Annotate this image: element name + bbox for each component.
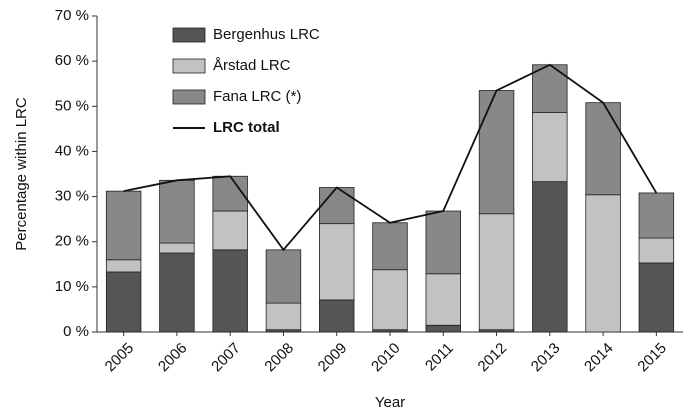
bar-segment xyxy=(425,273,461,326)
bar-segment xyxy=(425,324,461,333)
legend-swatch xyxy=(172,58,206,74)
x-tick-label: 2014 xyxy=(581,340,617,376)
bar-segment xyxy=(372,222,408,271)
bar-segment xyxy=(478,90,515,215)
y-tick-label: 70 % xyxy=(55,7,89,24)
y-tick-label: 40 % xyxy=(55,142,89,159)
bar-segment xyxy=(585,194,621,333)
bar-segment xyxy=(372,269,408,331)
bar-segment xyxy=(638,237,675,264)
legend-swatch xyxy=(172,27,206,43)
bar-segment xyxy=(105,259,142,273)
y-tick-label: 0 % xyxy=(63,323,89,340)
bar-segment xyxy=(585,102,621,196)
legend-label: LRC total xyxy=(213,119,280,136)
bar-segment xyxy=(212,249,248,333)
x-tick-label: 2009 xyxy=(315,340,351,376)
bar-segment xyxy=(265,302,302,331)
bar-segment xyxy=(159,179,195,244)
bar-segment xyxy=(319,299,355,333)
y-tick-label: 20 % xyxy=(55,233,89,250)
legend-label: Fana LRC (*) xyxy=(213,88,301,105)
bar-segment xyxy=(319,187,355,225)
bar-segment xyxy=(212,210,248,251)
legend-label: Bergenhus LRC xyxy=(213,26,320,43)
bar-segment xyxy=(638,192,675,239)
y-tick-label: 10 % xyxy=(55,278,89,295)
bar-segment xyxy=(159,242,195,254)
bar-segment xyxy=(159,252,195,333)
y-tick-label: 30 % xyxy=(55,188,89,205)
bar-segment xyxy=(105,190,142,261)
bar-segment xyxy=(478,213,515,331)
bar-segment xyxy=(425,210,461,275)
x-tick-label: 2010 xyxy=(368,340,404,376)
x-tick-label: 2007 xyxy=(208,340,244,376)
bar-segment xyxy=(105,271,142,333)
x-tick-label: 2005 xyxy=(102,340,138,376)
x-tick-label: 2011 xyxy=(422,340,457,375)
x-tick-label: 2006 xyxy=(155,340,191,376)
y-tick-label: 50 % xyxy=(55,97,89,114)
x-tick-label: 2013 xyxy=(528,340,564,376)
y-axis-label: Percentage within LRC xyxy=(13,97,30,251)
legend-swatch xyxy=(172,89,206,105)
total-line xyxy=(123,63,658,252)
y-tick-label: 60 % xyxy=(55,52,89,69)
x-tick-label: 2015 xyxy=(634,340,670,376)
legend-label: Årstad LRC xyxy=(213,57,291,74)
bar-segment xyxy=(638,262,675,333)
bar-segment xyxy=(532,181,568,333)
bar-segment xyxy=(265,249,302,304)
bar-segment xyxy=(532,112,568,183)
bar-segment xyxy=(532,64,568,114)
x-axis-label: Year xyxy=(375,394,405,411)
x-tick-label: 2012 xyxy=(475,340,511,376)
bar-segment xyxy=(319,223,355,301)
x-tick-label: 2008 xyxy=(261,340,297,376)
